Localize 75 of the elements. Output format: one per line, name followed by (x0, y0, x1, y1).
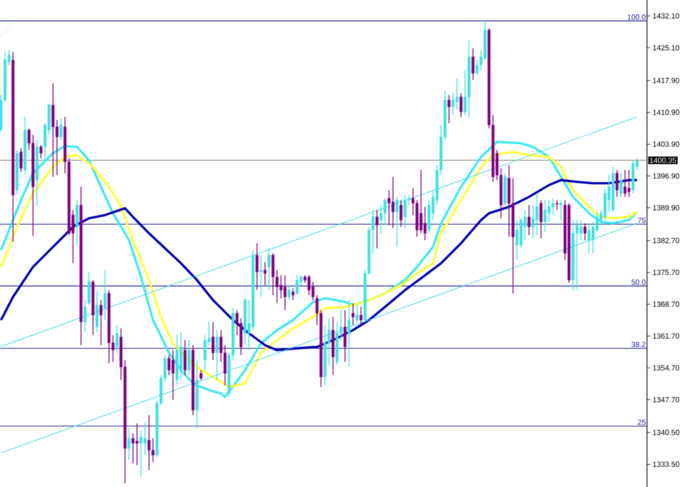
candlestick (528, 204, 530, 236)
candlestick (352, 302, 354, 326)
candlestick (420, 170, 422, 234)
candlestick (376, 210, 378, 249)
candlestick (356, 304, 358, 322)
candlestick (460, 92, 462, 118)
candlestick (128, 428, 130, 461)
candlestick (424, 206, 426, 241)
candlestick (148, 414, 150, 471)
candlestick (20, 148, 22, 172)
candlestick (100, 300, 102, 346)
candlestick (560, 200, 562, 221)
candlestick (308, 274, 310, 296)
candlestick (540, 200, 542, 239)
candlestick (284, 274, 286, 311)
candlestick (404, 194, 406, 229)
candlestick (96, 290, 98, 332)
candlestick (216, 330, 218, 381)
candlestick (624, 170, 626, 198)
candlestick (296, 274, 298, 296)
candlestick (288, 284, 290, 301)
candlestick (348, 300, 350, 368)
candlestick (384, 198, 386, 226)
candlestick (116, 324, 118, 354)
candlestick (268, 248, 270, 291)
candlestick (188, 340, 190, 376)
candlestick (84, 300, 86, 332)
candlestick (388, 190, 390, 226)
candlestick (212, 321, 214, 361)
candlestick (172, 350, 174, 401)
candlestick (452, 92, 454, 116)
candlestick (344, 310, 346, 362)
candlestick (200, 370, 202, 381)
candlestick (552, 198, 554, 216)
candlestick (536, 192, 538, 236)
candlestick (140, 430, 142, 478)
candlestick (472, 48, 474, 80)
candlestick (456, 78, 458, 110)
candlestick (52, 82, 54, 178)
candlestick (88, 271, 90, 306)
candlestick (360, 306, 362, 326)
candlestick (280, 274, 282, 299)
candlestick (548, 200, 550, 222)
candlestick (104, 270, 106, 321)
candlestick (476, 60, 478, 76)
candlestick (620, 172, 622, 198)
candlestick (580, 220, 582, 241)
candlestick (264, 261, 266, 286)
candlestick (144, 422, 146, 456)
candlestick (396, 196, 398, 248)
candlestick (60, 118, 62, 140)
candlestick (392, 176, 394, 229)
candlestick (544, 200, 546, 232)
candlestick (292, 288, 294, 301)
candlestick (132, 432, 134, 464)
candlestick (272, 252, 274, 296)
candlestick (532, 204, 534, 239)
candlestick (152, 438, 154, 462)
candlestick (76, 200, 78, 246)
candlestick (628, 170, 630, 198)
candlestick (448, 94, 450, 124)
candlestick (180, 331, 182, 381)
candlestick (204, 334, 206, 371)
candlestick (556, 200, 558, 211)
candlestick (516, 220, 518, 261)
candlestick (40, 144, 42, 159)
candlestick (184, 340, 186, 376)
candlestick (584, 222, 586, 241)
candlestick (604, 188, 606, 221)
candlestick (400, 200, 402, 228)
candlestick (616, 170, 618, 198)
candlestick (260, 254, 262, 298)
candlestick (256, 242, 258, 291)
candlestick (168, 354, 170, 376)
candlestick (136, 422, 138, 466)
